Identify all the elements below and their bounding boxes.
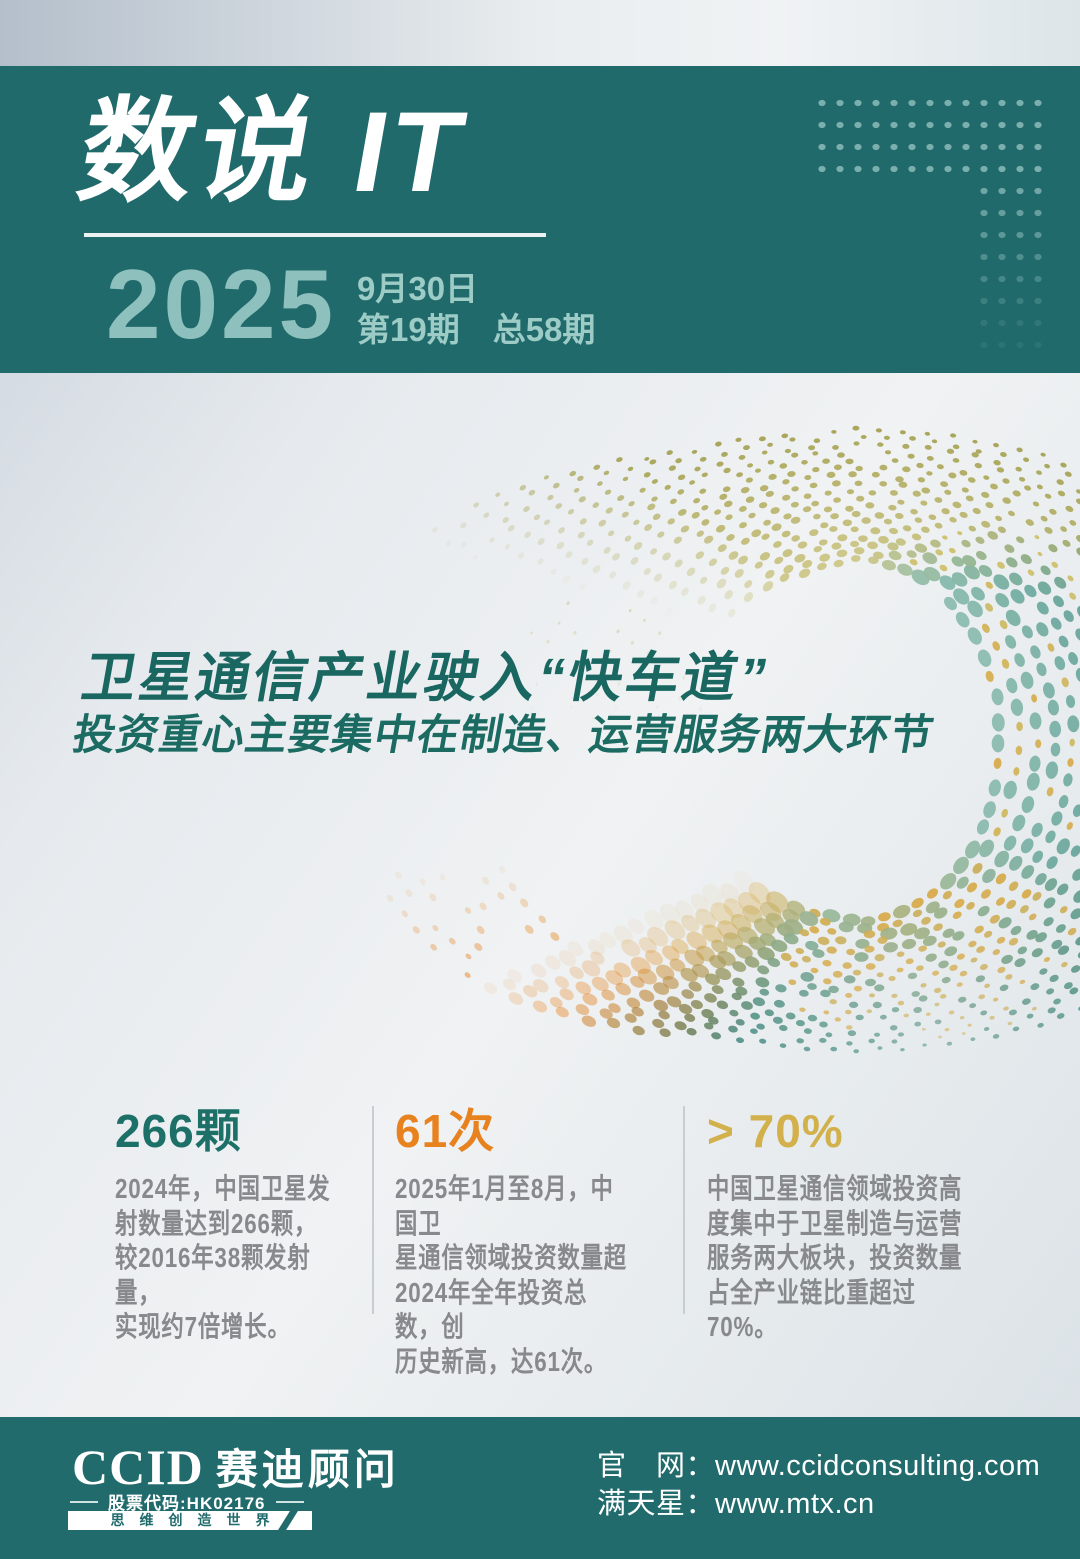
official-site-url: 官 网：www.ccidconsulting.com	[597, 1450, 1041, 1482]
vertical-divider	[372, 1106, 374, 1314]
mtx-site-url: 满天星：www.mtx.cn	[597, 1487, 875, 1520]
issue-number: 第19期 总58期	[357, 311, 596, 348]
stat-card-investments: 61次 2025年1月至8月，中国卫 星通信领域投资数量超 2024年全年投资总…	[395, 1104, 685, 1379]
logo-latin: CCID	[72, 1439, 204, 1495]
stat-description: 2024年，中国卫星发 射数量达到266颗， 较2016年38颗发射量， 实现约…	[115, 1173, 331, 1342]
title-underline	[84, 233, 546, 237]
tagline: 思维创造世界	[110, 1512, 285, 1528]
stat-value: > 70%	[707, 1105, 844, 1157]
logo-chinese-name: 赛迪顾问	[215, 1446, 400, 1493]
stock-code-row: 股票代码:HK02176	[70, 1489, 304, 1514]
top-gradient-strip	[0, 0, 1080, 66]
headline: 卫星通信产业驶入“快车道”	[77, 648, 775, 708]
vertical-divider	[683, 1106, 685, 1314]
company-logo: CCID 赛迪顾问	[72, 1436, 400, 1497]
stat-value: 266颗	[115, 1105, 242, 1157]
stat-value: 61次	[395, 1105, 496, 1157]
stat-description: 中国卫星通信领域投资高 度集中于卫星制造与运营 服务两大板块，投资数量 占全产业…	[707, 1173, 963, 1342]
header-band	[0, 66, 1080, 373]
issue-date: 9月30日	[357, 270, 479, 307]
stat-card-share: > 70% 中国卫星通信领域投资高 度集中于卫星制造与运营 服务两大板块，投资数…	[707, 1104, 1037, 1345]
stock-code: 股票代码:HK02176	[108, 1494, 266, 1513]
stat-card-satellites: 266颗 2024年，中国卫星发 射数量达到266颗， 较2016年38颗发射量…	[115, 1104, 385, 1345]
divider-line	[70, 1500, 98, 1503]
divider-line	[275, 1500, 304, 1503]
stat-description: 2025年1月至8月，中国卫 星通信领域投资数量超 2024年全年投资总数，创 …	[395, 1173, 628, 1377]
issue-year: 2025	[106, 249, 337, 359]
footer-band	[0, 1417, 1080, 1559]
subheadline: 投资重心主要集中在制造、运营服务两大环节	[69, 711, 938, 758]
tagline-banner: 思维创造世界	[68, 1511, 312, 1530]
brand-title: 数说 IT	[69, 89, 479, 216]
footer-urls: 官 网：www.ccidconsulting.com 满天星：www.mtx.c…	[597, 1448, 1040, 1523]
issue-block: 9月30日 第19期 总58期	[357, 268, 595, 350]
